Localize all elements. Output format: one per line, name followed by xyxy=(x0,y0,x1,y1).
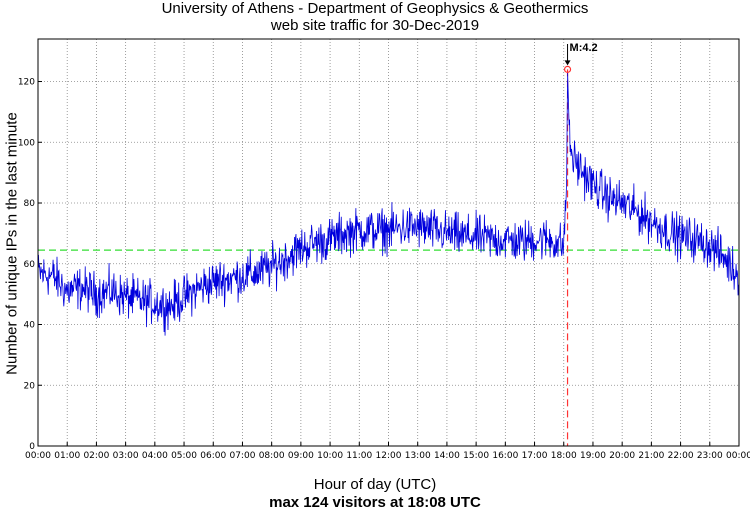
x-tick-label: 02:00 xyxy=(83,451,109,461)
event-arrowhead xyxy=(564,60,571,66)
plot-frame xyxy=(37,38,740,447)
y-tick-label: 20 xyxy=(24,381,36,391)
x-tick-label: 08:00 xyxy=(259,451,285,461)
traffic-line xyxy=(37,72,740,336)
max-visitors-note: max 124 visitors at 18:08 UTC xyxy=(269,494,481,511)
y-tick-label: 0 xyxy=(29,442,35,452)
y-tick-label: 60 xyxy=(24,260,36,270)
x-tick-label: 22:00 xyxy=(668,451,694,461)
x-tick-label: 21:00 xyxy=(638,451,664,461)
x-tick-label: 05:00 xyxy=(171,451,197,461)
x-tick-label: 14:00 xyxy=(434,451,460,461)
x-tick-label: 01:00 xyxy=(54,451,80,461)
x-tick-label: 12:00 xyxy=(376,451,402,461)
x-tick-label: 17:00 xyxy=(522,451,548,461)
x-tick-label: 00:00 xyxy=(726,451,750,461)
y-tick-label: 120 xyxy=(18,78,35,88)
x-tick-label: 04:00 xyxy=(142,451,168,461)
x-tick-label: 07:00 xyxy=(229,451,255,461)
chart-title: University of Athens - Department of Geo… xyxy=(161,0,589,17)
y-tick-label: 80 xyxy=(24,199,36,209)
x-tick-label: 15:00 xyxy=(463,451,489,461)
event-label: M:4.2 xyxy=(570,42,598,54)
x-tick-label: 10:00 xyxy=(317,451,343,461)
x-tick-label: 13:00 xyxy=(405,451,431,461)
chart-subtitle: web site traffic for 30-Dec-2019 xyxy=(270,17,480,34)
x-tick-label: 18:00 xyxy=(551,451,577,461)
x-tick-label: 19:00 xyxy=(580,451,606,461)
x-tick-label: 16:00 xyxy=(492,451,518,461)
x-tick-label: 06:00 xyxy=(200,451,226,461)
x-tick-label: 23:00 xyxy=(697,451,723,461)
x-tick-label: 03:00 xyxy=(113,451,139,461)
x-tick-label: 11:00 xyxy=(346,451,372,461)
x-tick-label: 20:00 xyxy=(609,451,635,461)
max-point-marker xyxy=(563,65,572,73)
x-tick-label: 00:00 xyxy=(25,451,51,461)
y-tick-label: 40 xyxy=(24,321,36,331)
x-tick-label: 09:00 xyxy=(288,451,314,461)
y-tick-label: 100 xyxy=(18,138,35,148)
x-axis-label: Hour of day (UTC) xyxy=(313,476,437,493)
